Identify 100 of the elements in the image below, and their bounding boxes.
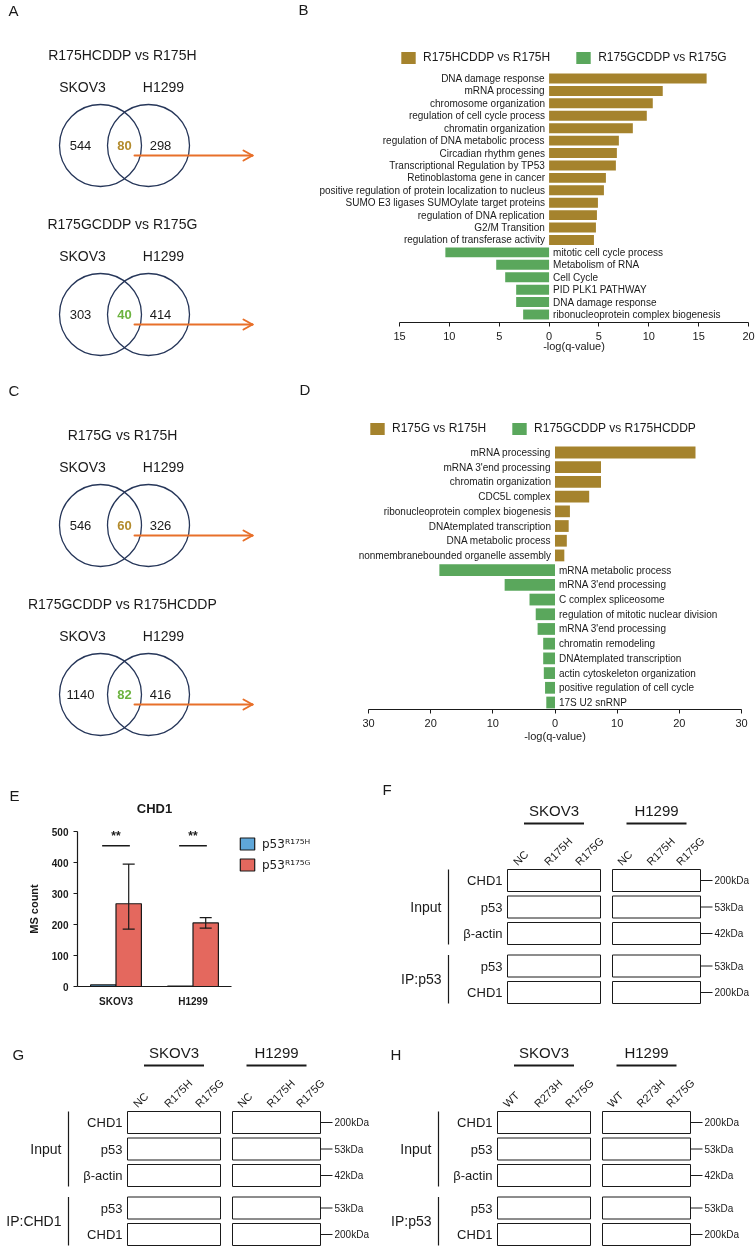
data-label: 82 bbox=[117, 687, 132, 702]
category-label: 53kDa bbox=[334, 1143, 364, 1155]
category-label: SKOV3 bbox=[59, 458, 107, 475]
y-tick-label: 100 bbox=[51, 950, 69, 962]
text: Input bbox=[410, 899, 442, 915]
y-tick-label: ribonucleoprotein complex biogenesis bbox=[553, 309, 721, 320]
annotation: ** bbox=[188, 828, 198, 843]
category-label: CHD1 bbox=[87, 1115, 123, 1130]
text: SKOV3 bbox=[518, 1044, 570, 1061]
text: Input bbox=[400, 1141, 432, 1157]
text: H bbox=[390, 1046, 402, 1063]
category-label: 200kDa bbox=[714, 987, 749, 998]
category-label: H1299 bbox=[142, 627, 185, 644]
x-tick-label: 30 bbox=[735, 716, 748, 729]
text: SKOV3 bbox=[528, 802, 580, 819]
category-label: p53 bbox=[480, 899, 503, 915]
category-label: CHD1 bbox=[467, 985, 503, 1000]
x-tick-label: 20 bbox=[673, 716, 686, 729]
category-label: CHD1 bbox=[87, 1227, 123, 1242]
category-label: CHD1 bbox=[457, 1115, 493, 1130]
data-label: 80 bbox=[117, 138, 132, 153]
x-tick-label: 10 bbox=[642, 329, 655, 342]
y-tick-label: G2/M Transition bbox=[474, 222, 545, 234]
y-tick-label: mRNA processing bbox=[464, 85, 545, 97]
category-label: 53kDa bbox=[704, 1143, 734, 1155]
category-label: 42kDa bbox=[704, 1170, 734, 1181]
y-tick-label: C complex spliceosome bbox=[559, 594, 666, 606]
y-tick-label: positive regulation of protein localization to nucleus bbox=[319, 184, 546, 196]
text: G bbox=[12, 1046, 25, 1063]
category-label: 53kDa bbox=[704, 1202, 734, 1214]
text: IP:p53 bbox=[401, 971, 442, 988]
y-tick-label: DNAtemplated transcription bbox=[559, 652, 682, 664]
category-label: 53kDa bbox=[334, 1202, 364, 1214]
y-tick-label: DNA metabolic process bbox=[446, 535, 551, 547]
category-label: 200kDa bbox=[334, 1117, 369, 1128]
data-label: 416 bbox=[149, 687, 172, 702]
legend-label: R175G vs R175H bbox=[392, 421, 487, 435]
category-label: WT bbox=[500, 1088, 522, 1110]
y-tick-label: DNA damage response bbox=[441, 73, 545, 84]
category-label: NC bbox=[614, 847, 635, 868]
y-tick-label: 0 bbox=[62, 981, 69, 993]
data-label: 326 bbox=[149, 518, 172, 533]
y-tick-label: 400 bbox=[51, 857, 69, 869]
y-tick-label: chromatin organization bbox=[443, 122, 546, 134]
y-tick-label: nonmembranebounded organelle assembly bbox=[358, 549, 552, 561]
y-tick-label: Cell Cycle bbox=[553, 271, 599, 283]
text: R175HCDDP vs R175H bbox=[48, 46, 197, 63]
legend-label: R175GCDDP vs R175HCDDP bbox=[534, 421, 696, 435]
category-label: p53 bbox=[480, 958, 503, 974]
legend-label: R175HCDDP vs R175H bbox=[423, 50, 551, 64]
text: IP:CHD1 bbox=[6, 1213, 62, 1230]
x-axis-title: -log(q-value) bbox=[524, 729, 586, 742]
y-tick-label: CDC5L complex bbox=[478, 491, 551, 503]
y-tick-label: regulation of mitotic nuclear division bbox=[559, 608, 718, 620]
annotation: ** bbox=[111, 828, 121, 843]
category-label: 42kDa bbox=[334, 1170, 364, 1181]
category-label: 200kDa bbox=[704, 1117, 739, 1128]
category-label: H1299 bbox=[142, 78, 185, 95]
y-tick-label: chromatin organization bbox=[449, 476, 551, 488]
data-label: 546 bbox=[69, 518, 92, 533]
data-label: 1140 bbox=[66, 687, 95, 702]
y-tick-label: chromatin remodeling bbox=[559, 638, 656, 650]
y-tick-label: regulation of cell cycle process bbox=[408, 110, 546, 122]
text: F bbox=[382, 781, 392, 798]
category-label: NC bbox=[234, 1089, 255, 1110]
category-label: SKOV3 bbox=[59, 627, 107, 644]
chart-title: CHD1 bbox=[136, 801, 173, 816]
category-label: p53 bbox=[470, 1141, 493, 1157]
x-tick-label: 10 bbox=[443, 329, 456, 342]
category-label: 53kDa bbox=[714, 901, 744, 913]
x-tick-label: 15 bbox=[393, 329, 406, 342]
x-tick-label: 10 bbox=[611, 716, 624, 729]
x-tick-label: 5 bbox=[496, 329, 503, 342]
text: E bbox=[9, 787, 20, 804]
text: R175G vs R175H bbox=[67, 426, 178, 443]
category-label: H1299 bbox=[142, 458, 185, 475]
y-tick-label: Metabolism of RNA bbox=[553, 259, 640, 271]
y-tick-label: Circadian rhythm genes bbox=[439, 147, 546, 159]
text: A bbox=[8, 2, 19, 19]
text: R175GCDDP vs R175HCDDP bbox=[27, 595, 217, 612]
category-label: p53 bbox=[100, 1200, 123, 1216]
y-tick-label: regulation of transferase activity bbox=[403, 234, 546, 246]
category-label: β-actin bbox=[453, 1168, 493, 1183]
text: H1299 bbox=[254, 1044, 299, 1061]
text: SKOV3 bbox=[148, 1044, 200, 1061]
x-tick-label: 5 bbox=[595, 329, 602, 342]
text: H1299 bbox=[634, 802, 679, 819]
y-tick-label: regulation of DNA replication bbox=[417, 209, 545, 221]
y-tick-label: mRNA 3'end processing bbox=[559, 623, 666, 635]
text: H1299 bbox=[624, 1044, 669, 1061]
text: C bbox=[8, 382, 20, 399]
y-tick-label: Retinoblastoma gene in cancer bbox=[407, 172, 546, 184]
y-tick-label: PID PLK1 PATHWAY bbox=[553, 284, 647, 296]
category-label: WT bbox=[604, 1088, 626, 1110]
y-tick-label: positive regulation of cell cycle bbox=[559, 682, 695, 694]
y-tick-label: SUMO E3 ligases SUMOylate target proteins bbox=[345, 197, 546, 209]
category-label: SKOV3 bbox=[59, 247, 107, 264]
category-label: β-actin bbox=[463, 926, 503, 941]
x-tick-label: 10 bbox=[486, 716, 499, 729]
y-tick-label: 200 bbox=[51, 919, 69, 931]
